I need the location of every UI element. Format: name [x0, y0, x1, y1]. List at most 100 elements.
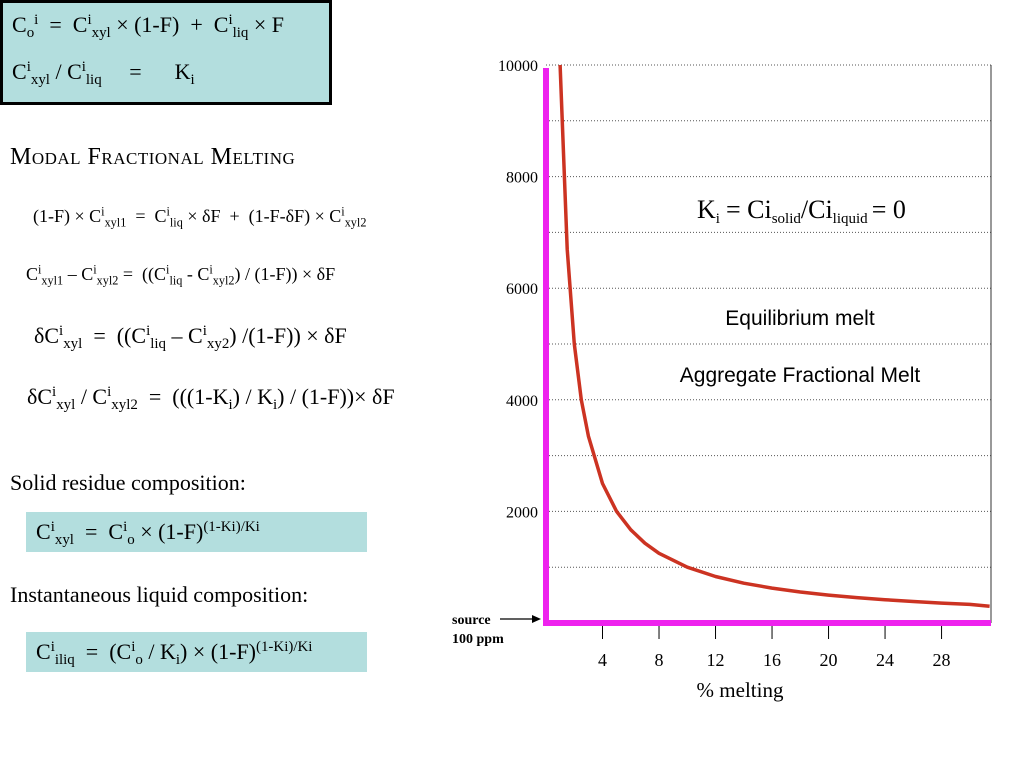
eq-sub: liq: [169, 273, 183, 288]
eq-sup: i: [26, 58, 31, 75]
eq-text: C: [72, 12, 88, 37]
source-label: source: [452, 613, 491, 628]
eq-sup: i: [146, 322, 151, 339]
section-heading: Modal Fractional Melting: [10, 144, 296, 170]
eq-text: C: [108, 519, 124, 544]
eq-text: δC: [34, 323, 60, 348]
eq-text: – C: [171, 323, 203, 348]
source-arrow-head: [532, 615, 541, 623]
modal-eq-2: Cixyl1 – Cixyl2 = ((Ciliq - Cixyl2) / (1…: [26, 262, 336, 288]
eq-sub: o: [127, 532, 135, 549]
x-tick-label: 12: [707, 650, 725, 670]
eq-text: C: [154, 206, 167, 226]
eq-sup: i: [107, 383, 112, 400]
eq-text: ) /(1-F)) × δF: [229, 323, 347, 348]
x-tick-label: 20: [820, 650, 838, 670]
eq-text: =: [93, 323, 106, 348]
liquid-composition-box: Ciiliq = (Cio / Ki) × (1-F)(1-Ki)/Ki: [26, 632, 367, 672]
series-line: [558, 64, 990, 609]
eq-sup: i: [202, 322, 207, 339]
ann-text: = Ci: [726, 195, 772, 224]
eq-sup: i: [166, 262, 170, 277]
eq-sub: xyl2: [212, 273, 235, 288]
eq-sup: i: [52, 383, 57, 400]
eq-text: ) / (1-F)) × δF: [234, 264, 336, 284]
eq-sub: xyl: [54, 532, 74, 549]
eq-text: ((C: [142, 264, 167, 284]
eq-sup: i: [131, 638, 136, 655]
y-tick-label: 2000: [506, 504, 538, 521]
ann-sub: liquid: [833, 211, 869, 227]
eq-sub: xyl2: [111, 397, 138, 414]
liquid-composition-formula: Ciiliq = (Cio / Ki) × (1-F)(1-Ki)/Ki: [36, 638, 313, 669]
ann-text: /Ci: [801, 195, 833, 224]
eq-text: (1-F-δF) × C: [248, 206, 342, 226]
y-tick-label: 10000: [498, 58, 538, 75]
equation-box: Coi = Cixyl × (1-F) + Ciliq × F Cixyl / …: [0, 0, 332, 105]
ann-text: = 0: [872, 195, 906, 224]
eq-sup: i: [209, 262, 213, 277]
eq-sup: i: [341, 204, 345, 219]
eq-text: =: [85, 639, 99, 664]
eq-sub: xyl2: [96, 273, 119, 288]
eq-sup: i: [166, 204, 170, 219]
eq-text: C: [36, 519, 51, 544]
eq-sub: xyl1: [41, 273, 64, 288]
modal-eq-3: δCixyl = ((Ciliq – Cixy2) /(1-F)) × δF: [34, 322, 347, 353]
eq-text: ((C: [116, 323, 147, 348]
x-tick-label: 4: [598, 650, 607, 670]
eq-sub: liq: [150, 336, 167, 353]
solid-residue-formula: Cixyl = Cio × (1-F)(1-Ki)/Ki: [36, 518, 260, 549]
eq-text: / K: [148, 639, 176, 664]
eq-sup: i: [228, 11, 233, 28]
eq-sub: xyl: [91, 25, 111, 42]
eq-sub: i: [190, 72, 195, 89]
eq-sub: iliq: [54, 652, 75, 669]
x-tick-label: 16: [763, 650, 781, 670]
aggregate-melt-label: Aggregate Fractional Melt: [680, 364, 921, 387]
eq-text: +: [229, 206, 240, 226]
eq-sup: i: [93, 262, 97, 277]
eq-text: – C: [67, 264, 94, 284]
eq-sub: o: [26, 25, 35, 42]
eq-sub: i: [272, 397, 278, 414]
modal-eq-4: δCixyl / Cixyl2 = (((1-Ki) / Ki) / (1-F)…: [27, 383, 395, 414]
eq-sup: i: [50, 638, 55, 655]
eq-text: K: [174, 59, 191, 84]
eq-mass-balance: Coi = Cixyl × (1-F) + Ciliq × F: [12, 11, 284, 42]
eq-sup: i: [34, 11, 39, 28]
eq-text: =: [135, 206, 146, 226]
y-tick-label: 6000: [506, 281, 538, 298]
eq-text: × (1-F): [140, 519, 204, 544]
eq-sup: (1-Ki)/Ki: [255, 638, 313, 655]
eq-sub: i: [228, 397, 233, 414]
eq-text: δC: [27, 384, 53, 409]
x-tick-label: 28: [933, 650, 951, 670]
eq-text: C: [12, 59, 27, 84]
eq-sub: i: [175, 652, 181, 669]
y-tick-label: 4000: [506, 393, 538, 410]
eq-sup: i: [59, 322, 64, 339]
eq-text: ) × (1-F): [180, 639, 256, 664]
eq-text: (((1-K: [172, 384, 229, 409]
x-tick-label: 8: [655, 650, 664, 670]
eq-text: =: [129, 59, 142, 84]
eq-sub: xyl1: [104, 215, 127, 230]
eq-sup: i: [50, 518, 55, 535]
eq-text: ) / K: [232, 384, 273, 409]
eq-text: / C: [55, 59, 82, 84]
ann-sub: i: [716, 211, 720, 227]
eq-text: =: [148, 384, 162, 409]
ann-text: K: [697, 195, 716, 224]
eq-sup: (1-Ki)/Ki: [203, 518, 260, 535]
solid-residue-box: Cixyl = Cio × (1-F)(1-Ki)/Ki: [26, 512, 367, 552]
source-value-label: 100 ppm: [452, 632, 504, 647]
eq-text: =: [84, 519, 98, 544]
chart-grid: [546, 64, 992, 623]
eq-text: (1-F) × C: [33, 206, 102, 226]
eq-partition: Cixyl / Ciliq = Ki: [12, 58, 195, 89]
x-tick-label: 24: [876, 650, 894, 670]
eq-text: / C: [80, 384, 108, 409]
eq-text: C: [26, 264, 39, 284]
